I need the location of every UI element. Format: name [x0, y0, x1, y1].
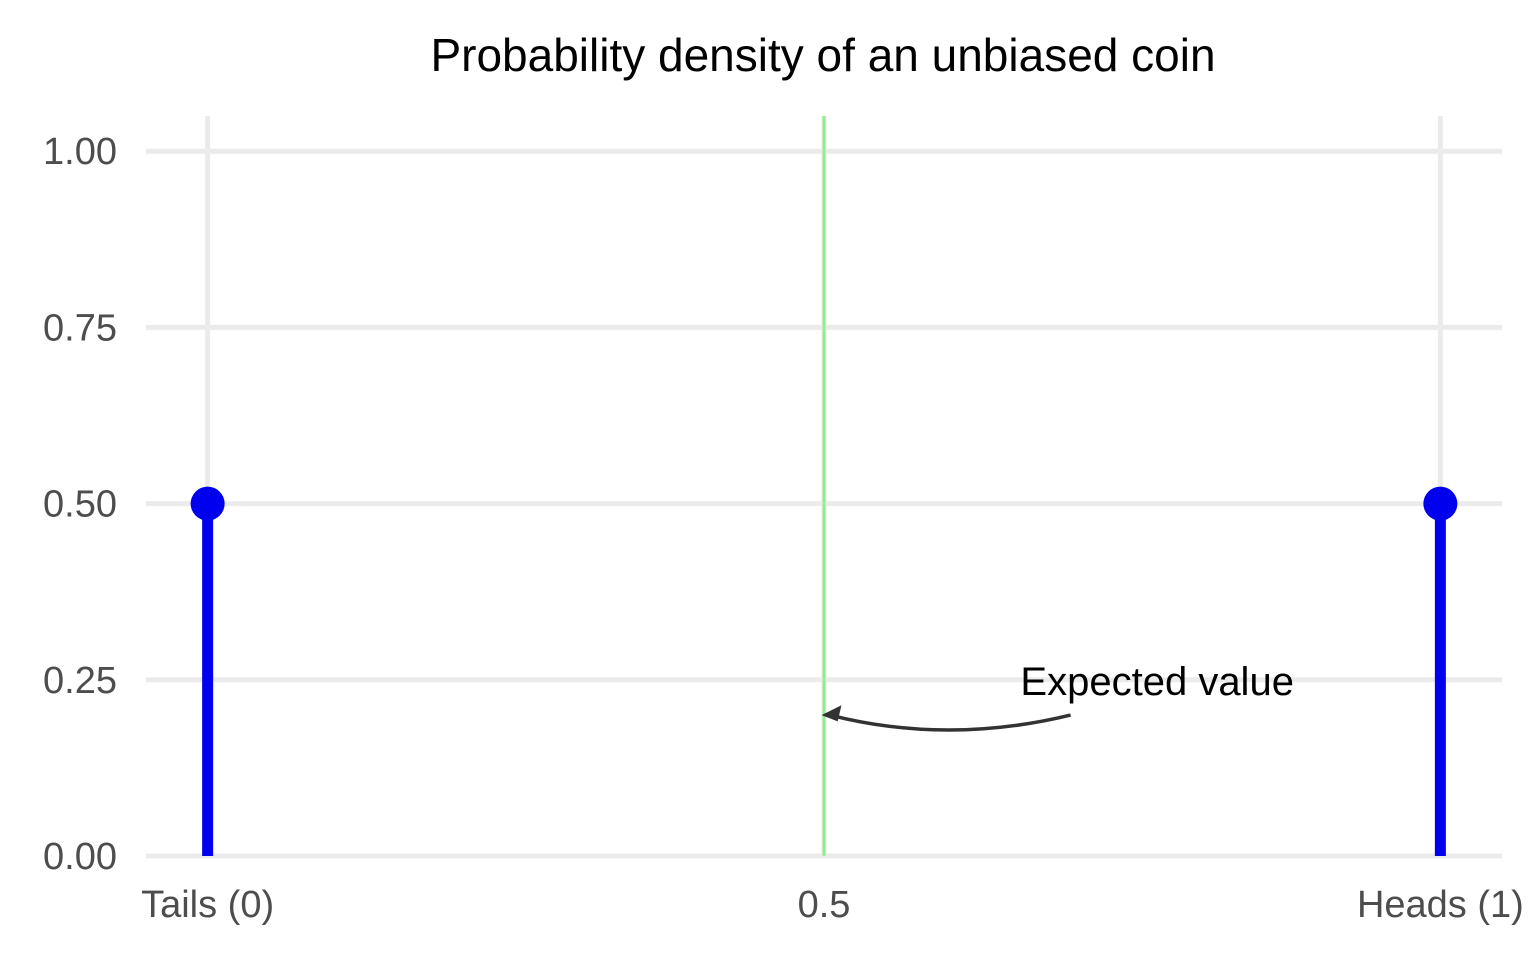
data-marks — [190, 486, 1458, 856]
x-tick-label: 0.5 — [798, 884, 851, 926]
probability-point — [1423, 486, 1458, 521]
y-tick-label: 0.75 — [43, 307, 117, 349]
y-tick-label: 0.25 — [43, 660, 117, 702]
annotation-arrow — [829, 713, 1071, 732]
annotation-arrowhead — [821, 705, 842, 722]
y-tick-label: 0.00 — [43, 836, 117, 878]
annotation-label: Expected value — [1020, 660, 1294, 704]
x-tick-label: Heads (1) — [1357, 884, 1524, 926]
axis-labels: 0.00 0.25 0.50 0.75 1.00 Tails (0) 0.5 Heads (1… — [43, 131, 1524, 926]
y-tick-label: 0.50 — [43, 484, 117, 526]
y-tick-label: 1.00 — [43, 131, 117, 173]
chart-title: Probability density of an unbiased coin — [430, 29, 1215, 81]
x-tick-label: Tails (0) — [141, 884, 274, 926]
probability-point — [190, 486, 225, 521]
annotations: Expected value — [821, 660, 1294, 732]
